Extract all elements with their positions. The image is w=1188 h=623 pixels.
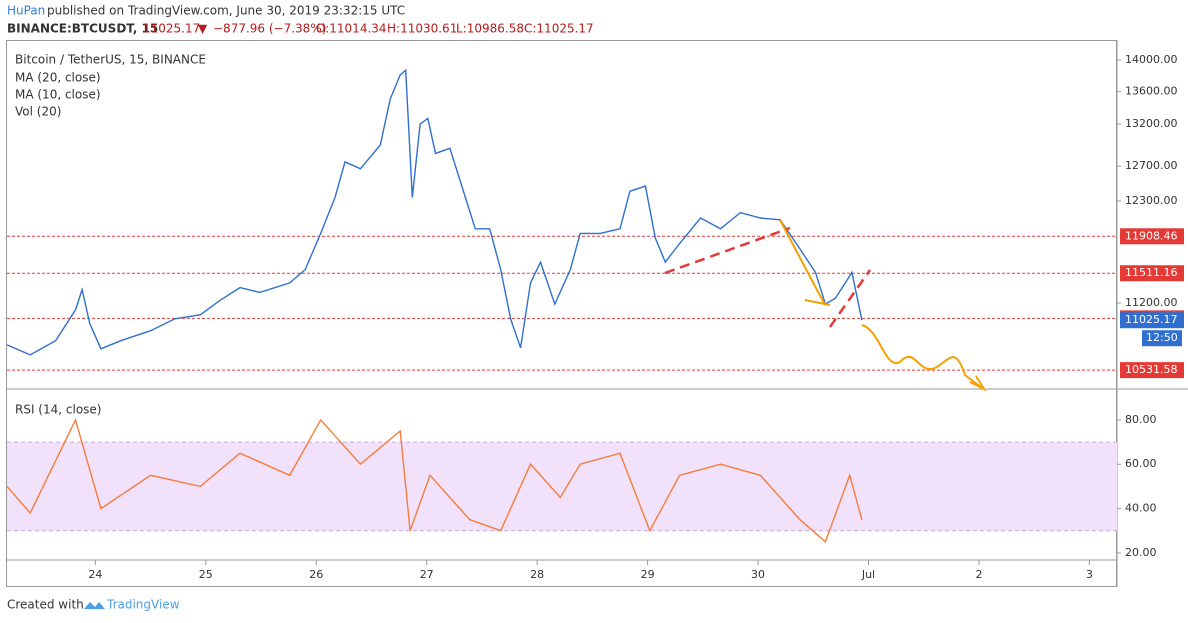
last-price-label: 11025.17	[1125, 313, 1178, 326]
series-line	[6, 68, 863, 356]
x-tick-label: Jul	[861, 568, 875, 581]
y-tick-label: 20.00	[1125, 546, 1157, 559]
low: L:10986.58	[456, 22, 524, 36]
level-label-bg	[1120, 265, 1184, 282]
y-tick-label: 13200.00	[1125, 117, 1178, 130]
indicator-legend: MA (10, close)	[15, 88, 101, 102]
y-tick-label: 12300.00	[1125, 194, 1178, 207]
series-line	[6, 417, 863, 543]
level-label: 11511.16	[1125, 266, 1178, 279]
y-tick-label: 12700.00	[1125, 159, 1178, 172]
projection	[779, 219, 831, 306]
countdown-bg	[1142, 330, 1182, 347]
trendline	[664, 226, 791, 275]
indicator-legend: Vol (20)	[15, 105, 61, 119]
footer-brand: TradingView	[106, 598, 180, 612]
arrow: ▼	[198, 22, 208, 36]
last-price-bg	[1120, 312, 1184, 329]
projection	[861, 324, 983, 389]
pane-title: Bitcoin / TetherUS, 15, BINANCE	[15, 53, 206, 67]
change: −877.96 (−7.38%)	[213, 22, 326, 36]
symbol: BINANCE:BTCUSDT, 15	[7, 22, 158, 36]
author: HuPan	[7, 4, 45, 18]
x-tick-label: 26	[309, 568, 323, 581]
y-tick-label: 11200.00	[1125, 296, 1178, 309]
high: H:11030.61	[387, 22, 457, 36]
level-label-bg	[1120, 362, 1184, 379]
indicator-legend: MA (20, close)	[15, 71, 101, 85]
y-tick-label: 60.00	[1125, 457, 1157, 470]
footer-created: Created with	[7, 598, 84, 612]
y-tick-label: 80.00	[1125, 413, 1157, 426]
price: 11025.17	[143, 22, 200, 36]
arrowhead	[969, 375, 987, 392]
y-tick-label: 14000.00	[1125, 53, 1178, 66]
x-tick-label: 28	[530, 568, 544, 581]
close: C:11025.17	[524, 22, 594, 36]
level-label: 10531.58	[1125, 363, 1178, 376]
rsi-band	[7, 442, 1117, 531]
y-tick-label: 13600.00	[1125, 85, 1178, 98]
x-tick-label: 29	[641, 568, 655, 581]
y-tick-label: 40.00	[1125, 502, 1157, 515]
x-tick-label: 27	[420, 568, 434, 581]
countdown: 12:50	[1146, 331, 1178, 344]
x-tick-label: 2	[975, 568, 982, 581]
published: published on TradingView.com, June 30, 2…	[47, 4, 405, 18]
x-tick-label: 24	[88, 568, 102, 581]
level-label-bg	[1120, 228, 1184, 245]
x-tick-label: 3	[1086, 568, 1093, 581]
logo	[84, 602, 105, 609]
open: O:11014.34	[316, 22, 387, 36]
trendline	[828, 269, 872, 328]
x-tick-label: 30	[751, 568, 765, 581]
drawings	[664, 219, 987, 392]
x-tick-label: 25	[199, 568, 213, 581]
level-label: 11908.46	[1125, 229, 1178, 242]
pane-title: RSI (14, close)	[15, 403, 101, 417]
